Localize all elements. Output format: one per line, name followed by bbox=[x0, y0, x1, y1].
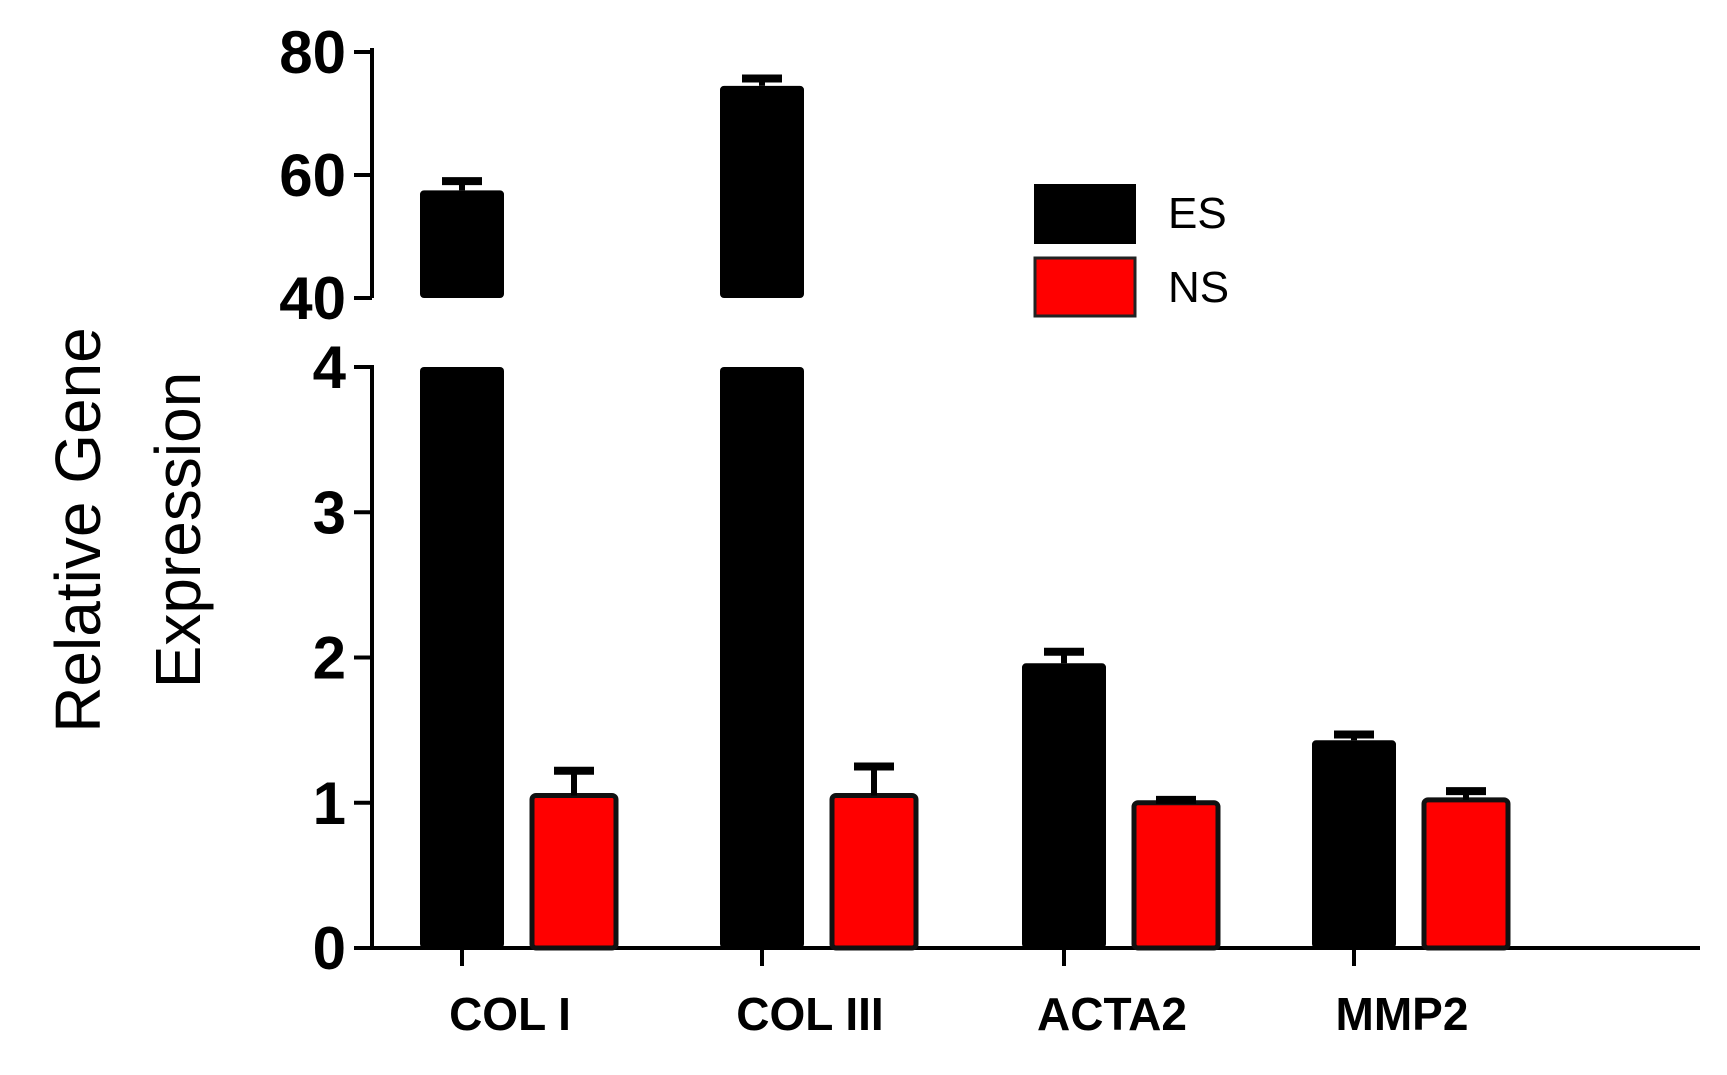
bar-ns bbox=[1421, 797, 1511, 951]
y-axis-ticks: 0 1 2 3 440 60 80 bbox=[279, 19, 372, 982]
bar-es bbox=[1022, 663, 1106, 948]
bar-ns bbox=[529, 792, 619, 951]
y-tick-label: 2 bbox=[313, 625, 346, 692]
y-tick-label: 4 bbox=[313, 334, 347, 401]
y-tick-label: 60 bbox=[279, 142, 346, 209]
category-label: MMP2 bbox=[1336, 988, 1469, 1040]
bar-es-lower bbox=[720, 367, 804, 948]
legend-label-ns: NS bbox=[1168, 263, 1229, 312]
y-axis-label: Relative Gene Expression bbox=[42, 327, 214, 733]
legend-label-es: ES bbox=[1168, 189, 1227, 238]
y-tick-label: 40 bbox=[279, 265, 346, 332]
bar-ns bbox=[1131, 800, 1221, 951]
bar-es-lower bbox=[420, 367, 504, 948]
legend: ES NS bbox=[1033, 184, 1229, 318]
bar-es-upper bbox=[420, 190, 504, 298]
bar-es-upper bbox=[720, 85, 804, 298]
legend-swatch-ns bbox=[1033, 256, 1137, 318]
legend-swatch-es bbox=[1034, 184, 1136, 244]
bar-es bbox=[1312, 740, 1396, 948]
category-label: ACTA2 bbox=[1037, 988, 1187, 1040]
bars bbox=[420, 74, 1511, 951]
category-label: COL III bbox=[736, 988, 883, 1040]
y-tick-label: 1 bbox=[313, 770, 346, 837]
y-tick-label: 3 bbox=[313, 479, 346, 546]
y-tick-label: 0 bbox=[313, 915, 346, 982]
y-tick-label: 80 bbox=[279, 19, 346, 86]
category-label: COL I bbox=[449, 988, 571, 1040]
y-axis-label-line-1: Relative Gene bbox=[42, 327, 114, 733]
bar-ns bbox=[829, 792, 919, 951]
y-axis-label-line-2: Expression bbox=[142, 372, 214, 689]
category-labels: COL I COL III ACTA2 MMP2 bbox=[449, 948, 1468, 1040]
